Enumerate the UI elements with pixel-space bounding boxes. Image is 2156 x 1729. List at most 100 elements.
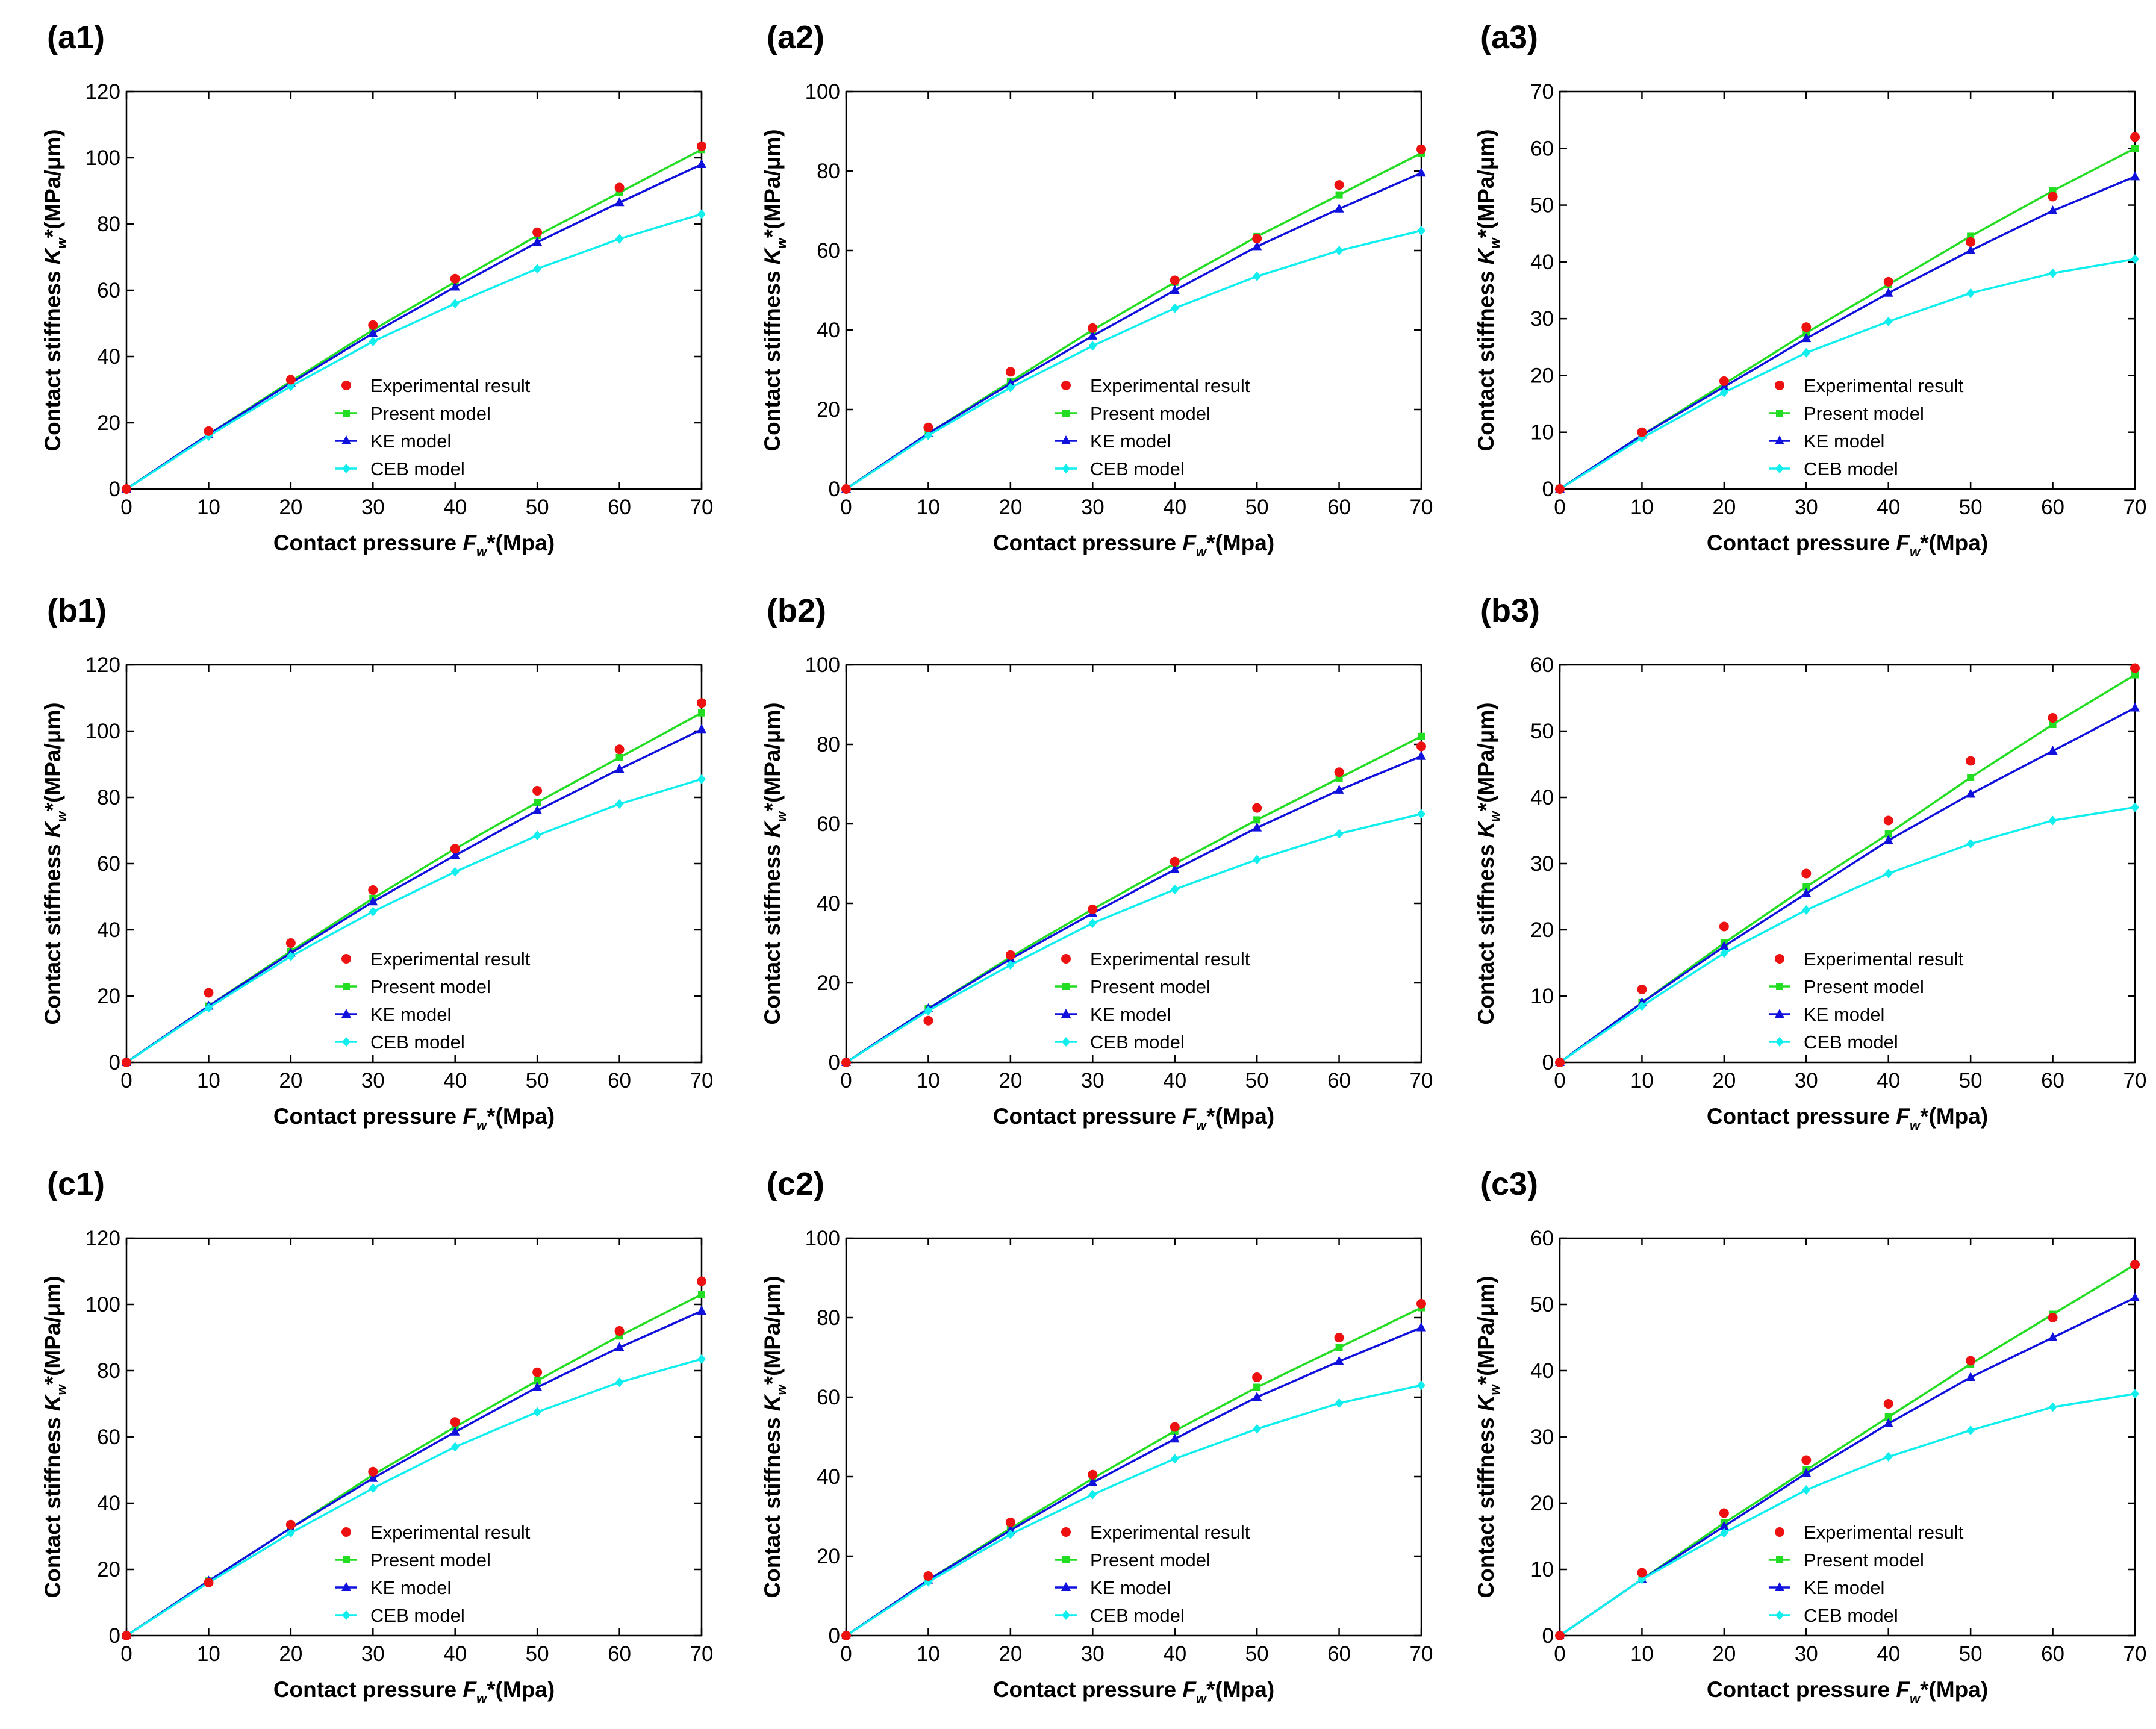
data-point-experimental [1170, 275, 1180, 285]
y-tick-label: 60 [97, 852, 120, 876]
x-tick-label: 70 [2123, 1069, 2147, 1092]
data-point-ke [1170, 864, 1180, 873]
series-experimental [122, 698, 706, 1067]
y-tick-label: 120 [86, 1227, 120, 1250]
series-ceb [842, 1380, 1425, 1640]
data-point-experimental [697, 1276, 706, 1286]
y-tick-label: 20 [1530, 364, 1554, 387]
legend-marker-experimental [1775, 1527, 1784, 1537]
y-tick-label: 60 [97, 279, 120, 302]
data-point-experimental [697, 698, 706, 708]
y-axis-title: Contact stiffness Kw*(MPa/μm) [40, 1276, 69, 1598]
data-point-present [1967, 774, 1975, 781]
x-tick-label: 70 [1410, 496, 1433, 519]
data-point-ceb [1088, 341, 1097, 351]
data-point-ceb [1802, 1485, 1811, 1495]
data-point-ke [1170, 285, 1180, 294]
legend-entry-present: Present model [1804, 1550, 1924, 1571]
y-tick-label: 40 [817, 892, 840, 915]
data-point-experimental [2048, 1313, 2058, 1322]
series-line-ceb [1559, 258, 2136, 490]
x-tick-label: 10 [197, 496, 220, 519]
data-point-ceb [450, 299, 460, 308]
x-tick-label: 10 [917, 1069, 940, 1092]
x-tick-label: 60 [608, 496, 631, 519]
data-point-experimental [1555, 1631, 1565, 1640]
y-tick-label: 100 [86, 1293, 120, 1316]
x-tick-label: 0 [1554, 496, 1565, 519]
data-point-experimental [532, 1367, 543, 1377]
data-point-experimental [1555, 484, 1565, 494]
data-point-ceb [1006, 960, 1015, 970]
data-point-ke [1883, 1418, 1893, 1427]
x-tick-label: 40 [443, 1069, 467, 1092]
chart-panel-c2: (c2) 0 10 20 30 40 50 60 70 0 20 40 60 80 100 Contact p… [720, 1147, 1436, 1723]
data-point-ceb [1253, 1424, 1262, 1434]
data-point-ke [1334, 203, 1344, 213]
legend-entry-ceb: CEB model [1804, 1605, 1898, 1626]
data-point-ke [697, 724, 706, 734]
series-line-ke [846, 1326, 1422, 1637]
data-point-experimental [923, 1015, 933, 1026]
data-point-ceb [2131, 802, 2139, 812]
data-point-present [698, 709, 705, 717]
data-point-experimental [1801, 322, 1812, 332]
panel-label: (c2) [767, 1166, 824, 1202]
data-point-experimental [1966, 237, 1976, 247]
x-tick-label: 40 [1877, 1642, 1900, 1666]
data-point-experimental [450, 273, 460, 284]
data-point-ceb [1088, 1489, 1097, 1500]
y-tick-label: 0 [829, 478, 840, 501]
y-tick-label: 100 [86, 146, 120, 170]
data-point-present [1253, 1383, 1261, 1391]
data-point-ceb [1802, 905, 1811, 915]
data-point-present [1802, 883, 1810, 891]
data-point-ceb [615, 799, 624, 809]
data-point-experimental [204, 426, 214, 436]
legend-entry-experimental: Experimental result [370, 375, 531, 396]
legend-marker-present [1776, 1556, 1783, 1563]
panel-label: (b2) [767, 593, 826, 629]
data-point-ke [1416, 1322, 1426, 1332]
y-tick-label: 120 [86, 653, 120, 677]
legend-marker-present [343, 410, 350, 417]
legend-marker-experimental [341, 381, 351, 390]
data-point-ke [2048, 205, 2058, 214]
panel-label: (c1) [47, 1166, 105, 1202]
data-point-present [615, 754, 623, 761]
x-tick-label: 10 [917, 1642, 940, 1666]
x-tick-label: 50 [1959, 1069, 1983, 1092]
x-tick-label: 50 [526, 496, 549, 519]
data-point-ceb [1417, 226, 1425, 235]
x-tick-label: 50 [1959, 496, 1983, 519]
data-point-ceb [533, 830, 542, 841]
y-tick-label: 10 [1530, 1558, 1554, 1581]
x-tick-label: 50 [526, 1069, 549, 1092]
data-point-ceb [450, 867, 460, 877]
data-point-experimental [2130, 132, 2140, 142]
x-axis-title: Contact pressure Fw*(Mpa) [1707, 1104, 1988, 1133]
chart-svg-b2: (b2) 0 10 20 30 40 50 60 70 0 20 40 60 80 100 Contact p… [760, 593, 1433, 1133]
legend-entry-experimental: Experimental result [1804, 375, 1964, 396]
chart-svg-c3: (c3) 0 10 20 30 40 50 60 70 0 10 20 30 40 50 60 Contact … [1474, 1166, 2146, 1706]
legend-marker-present [1776, 410, 1783, 417]
x-tick-label: 20 [1712, 1069, 1736, 1092]
y-tick-label: 100 [805, 1227, 840, 1250]
legend-entry-ke: KE model [1804, 1004, 1884, 1025]
data-point-ceb [697, 1354, 706, 1364]
legend: Experimental result Present model KE model… [1055, 949, 1250, 1053]
x-tick-label: 0 [1554, 1642, 1565, 1666]
x-tick-label: 0 [120, 496, 132, 519]
data-point-experimental [1170, 856, 1180, 867]
data-point-ke [450, 281, 460, 291]
data-point-ke [1801, 333, 1812, 343]
plot-frame [845, 664, 1422, 1064]
data-point-experimental [368, 885, 378, 895]
y-tick-label: 20 [817, 971, 840, 995]
series-line-ceb [126, 213, 702, 490]
chart-panel-c1: (c1) 0 10 20 30 40 50 60 70 0 20 40 60 80 100 120 Contac… [0, 1147, 717, 1723]
data-point-ke [450, 1426, 460, 1436]
x-tick-label: 20 [1712, 1642, 1736, 1666]
y-tick-label: 10 [1530, 985, 1554, 1008]
y-tick-label: 60 [97, 1425, 120, 1449]
